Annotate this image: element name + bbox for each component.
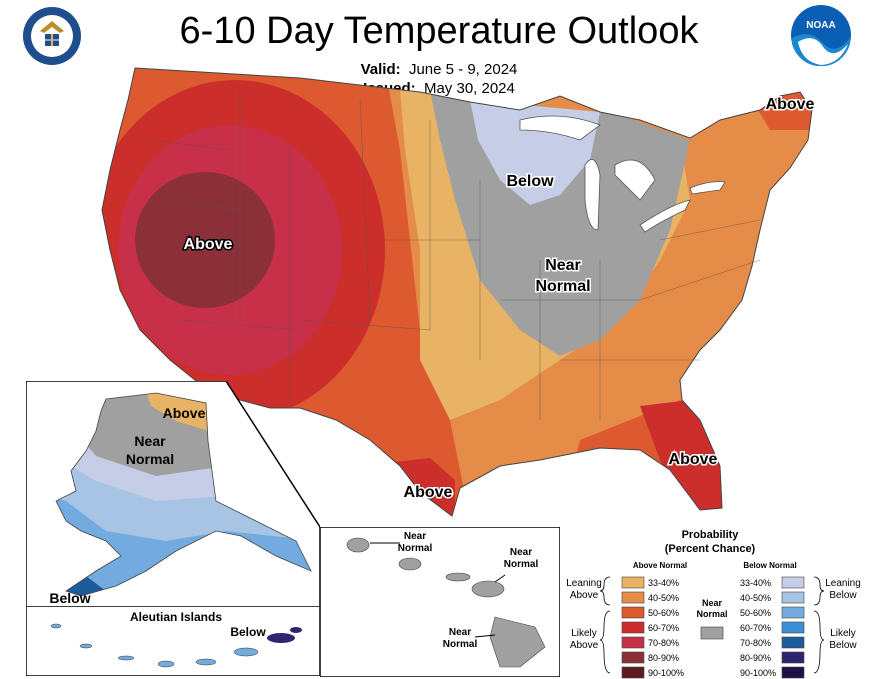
hawaii-islands bbox=[346, 537, 546, 668]
legend-below-bin-range-label: 50-60% bbox=[740, 608, 771, 618]
label-ak-below: Below bbox=[49, 590, 90, 606]
legend-above-bin-range-label: 33-40% bbox=[648, 578, 679, 588]
legend-below-bin-range-label: 33-40% bbox=[740, 578, 771, 588]
legend-near-1: Near bbox=[702, 598, 723, 608]
legend-above-bin-swatch bbox=[621, 666, 645, 679]
legend-below-bin-range-label: 40-50% bbox=[740, 593, 771, 603]
label-above-tx: Above bbox=[404, 484, 453, 501]
label-ak-above: Above bbox=[163, 405, 206, 421]
aleutian-islands bbox=[50, 623, 259, 668]
legend-brace-likely-above bbox=[599, 610, 611, 674]
legend-above-bin-swatch bbox=[621, 576, 645, 589]
legend-above-bin-swatch bbox=[621, 606, 645, 619]
label-hi-b2: Normal bbox=[504, 559, 539, 570]
legend-above-bin-swatch bbox=[621, 621, 645, 634]
lake-huron bbox=[614, 159, 656, 201]
legend-title-1: Probability bbox=[682, 529, 740, 541]
legend-below-bin-range-label: 70-80% bbox=[740, 638, 771, 648]
lake-michigan bbox=[584, 158, 601, 231]
state-borders bbox=[149, 85, 761, 420]
aleutian-inset: Aleutian Islands Below bbox=[26, 606, 320, 676]
lake-superior bbox=[519, 115, 601, 141]
lake-ontario bbox=[689, 181, 726, 195]
legend-above-bins: 33-40% 40-50% 50-60% 60-70% 70-80% 80-90% 90-1… bbox=[621, 576, 684, 679]
region-above-60-70-tx bbox=[395, 458, 455, 516]
legend-below-bin-swatch bbox=[781, 651, 805, 664]
legend-brace-likely-below bbox=[813, 610, 825, 674]
label-above-west: Above bbox=[184, 236, 233, 253]
legend-leaning-above-1: Leaning bbox=[566, 578, 602, 589]
lake-erie bbox=[639, 199, 691, 233]
hawaii-inset: Near Normal Near Normal Near Normal bbox=[320, 527, 560, 677]
label-above-ne: Above bbox=[766, 96, 815, 113]
legend-below-bin-swatch bbox=[781, 636, 805, 649]
label-below-north: Below bbox=[506, 173, 554, 190]
valid-label: Valid: bbox=[360, 61, 401, 78]
noaa-logo-text: NOAA bbox=[806, 20, 835, 31]
legend-leaning-below-1: Leaning bbox=[825, 578, 861, 589]
label-hi-a2: Normal bbox=[398, 543, 433, 554]
legend-below-bin-range-label: 90-100% bbox=[740, 668, 776, 678]
label-near-2: Normal bbox=[535, 278, 590, 295]
valid-value: June 5 - 9, 2024 bbox=[408, 61, 518, 78]
label-ak-near-2: Normal bbox=[126, 451, 174, 467]
legend-above-header: Above Normal bbox=[633, 561, 687, 570]
valid-dates: Valid: June 5 - 9, 2024 bbox=[0, 61, 878, 78]
legend-below-bin-swatch bbox=[781, 621, 805, 634]
conus-outline bbox=[101, 67, 813, 517]
legend-above-bin-swatch bbox=[621, 636, 645, 649]
legend-title-2: (Percent Chance) bbox=[665, 543, 756, 555]
legend-likely-below-2: Below bbox=[829, 640, 857, 651]
legend-above-bin-range-label: 50-60% bbox=[648, 608, 679, 618]
legend-brace-leaning-below bbox=[813, 576, 825, 606]
legend-likely-below-1: Likely bbox=[830, 628, 856, 639]
label-hi-b1: Near bbox=[510, 547, 532, 558]
legend-below-bin-swatch bbox=[781, 576, 805, 589]
commerce-seal-icon bbox=[23, 7, 81, 65]
legend-above-bin-swatch bbox=[621, 651, 645, 664]
aleutian-title: Aleutian Islands bbox=[130, 610, 222, 624]
legend-leaning-above-2: Above bbox=[570, 590, 599, 601]
legend-below-bins: 33-40% 40-50% 50-60% 60-70% 70-80% 80-90% 90-1… bbox=[740, 576, 805, 679]
label-hi-a1: Near bbox=[404, 531, 426, 542]
legend-below-bin-swatch bbox=[781, 591, 805, 604]
legend-above-bin-range-label: 40-50% bbox=[648, 593, 679, 603]
legend-below-header: Below Normal bbox=[743, 561, 796, 570]
legend-below-bin-range-label: 80-90% bbox=[740, 653, 771, 663]
label-ak-near-1: Near bbox=[134, 433, 166, 449]
label-near-1: Near bbox=[545, 257, 581, 274]
legend-near-swatch bbox=[700, 626, 724, 640]
legend-above-bin-range-label: 90-100% bbox=[648, 668, 684, 678]
legend: Probability (Percent Chance) Above Norma… bbox=[566, 529, 861, 679]
legend-near-2: Normal bbox=[696, 609, 727, 619]
label-above-se: Above bbox=[669, 451, 718, 468]
aleutian-islands-dark bbox=[267, 627, 302, 643]
label-aleutian-below: Below bbox=[230, 625, 266, 639]
legend-above-bin-range-label: 80-90% bbox=[648, 653, 679, 663]
map-title: 6-10 Day Temperature Outlook bbox=[179, 10, 699, 52]
legend-below-bin-swatch bbox=[781, 606, 805, 619]
region-above-60-70-fl bbox=[640, 400, 722, 516]
label-hi-c2: Normal bbox=[443, 639, 478, 650]
legend-likely-above-2: Above bbox=[570, 640, 599, 651]
legend-below-bin-swatch bbox=[781, 666, 805, 679]
alaska-inset: Above Near Normal Below bbox=[26, 381, 320, 607]
legend-likely-above-1: Likely bbox=[571, 628, 597, 639]
legend-leaning-below-2: Below bbox=[829, 590, 857, 601]
legend-below-bin-range-label: 60-70% bbox=[740, 623, 771, 633]
noaa-logo-icon: NOAA bbox=[791, 5, 851, 66]
legend-above-bin-range-label: 70-80% bbox=[648, 638, 679, 648]
legend-brace-leaning-above bbox=[599, 576, 611, 606]
legend-above-bin-range-label: 60-70% bbox=[648, 623, 679, 633]
issued-value: May 30, 2024 bbox=[423, 80, 515, 97]
label-hi-c1: Near bbox=[449, 627, 471, 638]
legend-above-bin-swatch bbox=[621, 591, 645, 604]
